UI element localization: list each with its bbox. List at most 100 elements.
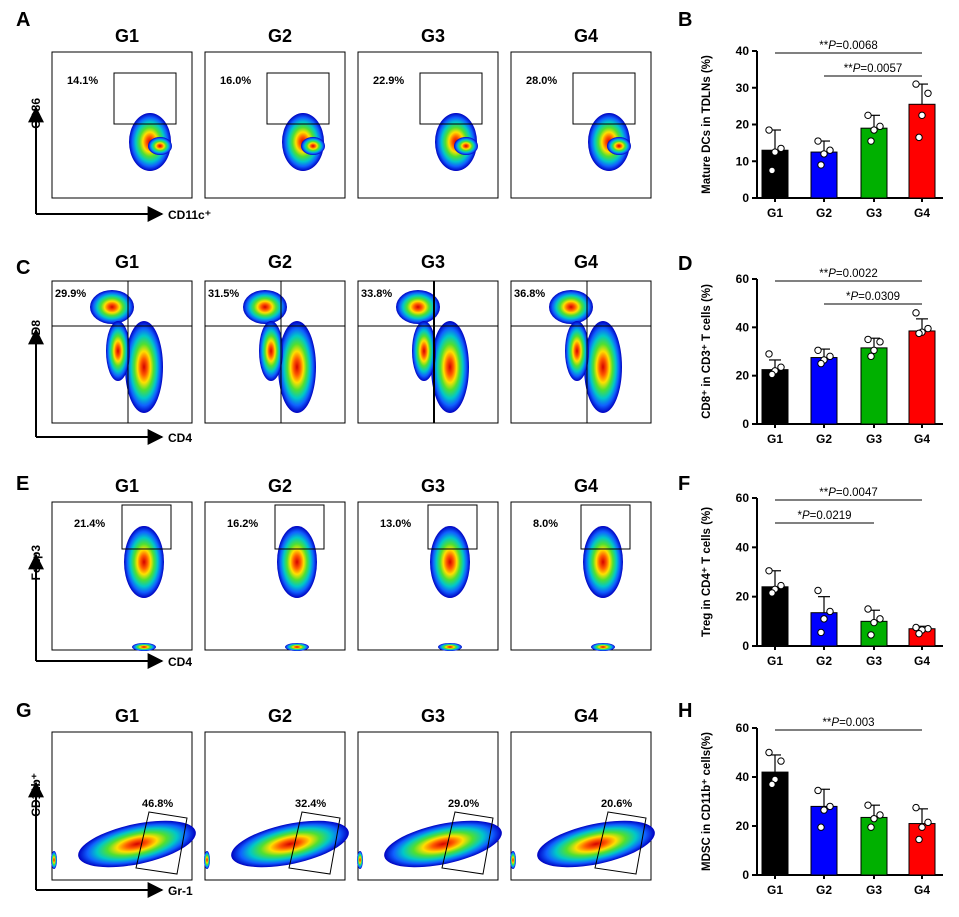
y-axis-label: CD8 xyxy=(29,320,43,344)
data-point xyxy=(777,757,785,765)
data-point xyxy=(918,111,926,120)
density-cluster xyxy=(231,820,349,868)
x-tick-label: G2 xyxy=(816,654,832,668)
group-label: G2 xyxy=(268,706,292,726)
p-symbol: P xyxy=(853,63,861,75)
density-edge-cluster xyxy=(591,643,615,651)
plot-frame xyxy=(510,51,652,199)
significance-label: **P=0.0068 xyxy=(819,40,878,52)
data-point xyxy=(817,359,825,368)
data-point xyxy=(918,823,926,831)
data-point xyxy=(924,625,932,633)
gate-percent: 21.4% xyxy=(74,518,105,530)
flow-plot-g4: G4 36.8% xyxy=(510,252,652,424)
p-value: =0.0047 xyxy=(836,487,878,499)
data-point xyxy=(876,338,884,346)
x-tick-label: G2 xyxy=(816,432,832,446)
density-hotspot xyxy=(454,137,478,155)
density-cd4-cluster xyxy=(278,321,316,413)
significance-stars: ** xyxy=(819,268,828,280)
flow-plot-g3: G3 33.8% xyxy=(357,252,499,424)
data-point xyxy=(876,122,884,131)
data-point xyxy=(768,166,776,175)
significance-label: **P=0.003 xyxy=(822,717,874,729)
panel-label-a: A xyxy=(16,9,30,31)
group-label: G4 xyxy=(574,26,598,46)
flow-plot-g1: G1 21.4% xyxy=(51,476,193,651)
significance-label: **P=0.0047 xyxy=(819,487,878,499)
density-bridge xyxy=(259,321,283,381)
density-bridge xyxy=(106,321,130,381)
flow-plot-g1: G1 46.8% xyxy=(51,706,196,881)
panel-label-b: B xyxy=(678,9,692,31)
x-axis-label: Gr-1 xyxy=(168,884,193,898)
x-tick-label: G3 xyxy=(866,432,882,446)
gate-percent: 16.2% xyxy=(227,518,258,530)
x-tick-label: G4 xyxy=(914,432,930,446)
density-edge-cluster xyxy=(204,851,210,869)
density-cd8-cluster xyxy=(396,290,440,324)
density-hotspot xyxy=(148,137,172,155)
density-edge-cluster xyxy=(510,851,516,869)
flow-plot-g4: G4 20.6% xyxy=(510,706,655,881)
gate-percent: 29.0% xyxy=(448,798,479,810)
data-point xyxy=(826,146,834,154)
gate-polygon xyxy=(135,811,188,875)
density-bridge xyxy=(412,321,436,381)
x-tick-label: G1 xyxy=(767,883,783,897)
x-axis-label: CD11c⁺ xyxy=(168,208,211,222)
flow-plot-g1: G1 14.1% xyxy=(51,26,193,199)
significance-stars: ** xyxy=(822,717,831,729)
gate-percent: 46.8% xyxy=(142,798,173,810)
gate-box xyxy=(427,504,478,550)
data-point xyxy=(777,363,785,371)
p-value: =0.0068 xyxy=(836,40,878,52)
flow-plot-g4: G4 8.0% xyxy=(510,476,652,651)
y-tick-label: 0 xyxy=(742,868,749,882)
group-label: G3 xyxy=(421,476,445,496)
plot-frame xyxy=(357,731,499,881)
flow-plot-g3: G3 22.9% xyxy=(357,26,499,199)
y-tick-label: 40 xyxy=(736,770,750,784)
data-point xyxy=(876,615,884,623)
gate-box xyxy=(580,504,631,550)
data-point xyxy=(814,346,822,354)
data-point xyxy=(864,801,872,809)
data-point xyxy=(765,567,773,575)
y-axis-label: CD11b⁺ xyxy=(29,773,43,817)
gate-percent: 36.8% xyxy=(514,288,545,300)
bar-g2 xyxy=(810,357,838,425)
bar-g1 xyxy=(761,771,789,876)
density-cd4-cluster xyxy=(125,321,163,413)
significance-label: *P=0.0219 xyxy=(797,510,851,522)
density-cluster xyxy=(384,820,502,868)
panel-label-e: E xyxy=(16,473,29,495)
density-cd8-cluster xyxy=(243,290,287,324)
gate-percent: 33.8% xyxy=(361,288,392,300)
panel-label-c: C xyxy=(16,257,30,279)
y-tick-label: 40 xyxy=(736,540,750,554)
significance-label: *P=0.0309 xyxy=(846,291,900,303)
flow-row-a: A CD11c⁺ CD86 G1 14.1% G2 16.0% G3 22.9% G4 28.0% xyxy=(16,9,652,222)
group-label: G1 xyxy=(115,706,139,726)
p-symbol: P xyxy=(802,510,810,522)
bar-g1 xyxy=(761,586,789,647)
data-point xyxy=(915,133,923,142)
data-point xyxy=(765,748,773,757)
data-point xyxy=(826,607,834,616)
gate-percent: 22.9% xyxy=(373,75,404,87)
p-symbol: P xyxy=(828,487,836,499)
data-point xyxy=(915,329,923,338)
data-point xyxy=(864,335,872,344)
panel-label-f: F xyxy=(678,473,690,495)
group-label: G2 xyxy=(268,26,292,46)
gate-box xyxy=(121,504,172,550)
bar-g1 xyxy=(761,369,789,425)
y-tick-label: 60 xyxy=(736,721,750,735)
gate-box xyxy=(113,72,177,125)
data-point xyxy=(817,823,825,831)
data-point xyxy=(867,137,875,145)
gate-box xyxy=(419,72,483,125)
density-cluster xyxy=(537,820,655,868)
